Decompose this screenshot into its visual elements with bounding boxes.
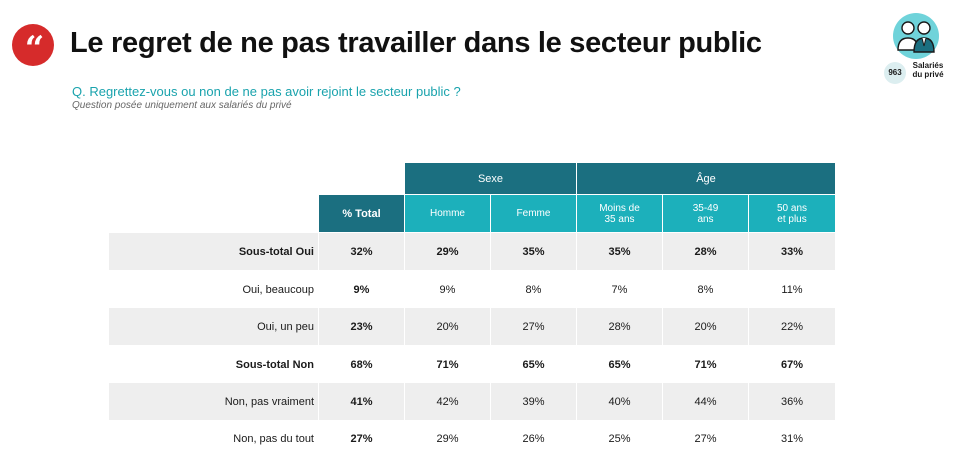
cell-age-35-49: 44% [694, 395, 717, 408]
sample-box: 963 Salariés du privé [884, 12, 946, 84]
row-label: Sous-total Oui [238, 245, 314, 258]
col-header-age-50plus: 50 ans et plus [749, 195, 835, 232]
cell-homme: 29% [436, 245, 459, 258]
col-header-femme: Femme [491, 195, 576, 232]
sample-count: 963 [884, 62, 906, 84]
cell-age-under35: 7% [611, 283, 628, 296]
cell-age-35-49: 8% [697, 283, 714, 296]
cell-age-35-49: 28% [694, 245, 717, 258]
quote-badge: “ [12, 24, 54, 69]
cell-total: 68% [350, 358, 373, 371]
col-header-total: % Total [319, 195, 404, 232]
cell-homme: 20% [436, 320, 459, 333]
cell-age-under35: 65% [608, 358, 631, 371]
col-header-age-35-49: 35-49 ans [663, 195, 748, 232]
column-divider [576, 163, 577, 463]
cell-total: 32% [350, 245, 373, 258]
cell-homme: 42% [436, 395, 459, 408]
cell-age-50plus: 22% [780, 320, 804, 333]
group-header-age: Âge [577, 163, 835, 194]
column-divider [318, 233, 319, 463]
cell-femme: 65% [522, 358, 545, 371]
row-label: Non, pas vraiment [224, 395, 314, 408]
cell-total: 27% [350, 432, 373, 445]
cell-femme: 39% [522, 395, 545, 408]
cell-age-50plus: 36% [780, 395, 804, 408]
sample-label: Salariés du privé [912, 61, 944, 79]
cell-age-50plus: 31% [780, 432, 804, 445]
row-shade [109, 383, 835, 420]
col-header-age-under35: Moins de 35 ans [577, 195, 662, 232]
cell-homme: 29% [436, 432, 459, 445]
column-divider [662, 195, 663, 463]
col-header-homme: Homme [405, 195, 490, 232]
row-label: Oui, un peu [257, 320, 314, 333]
cell-age-35-49: 71% [694, 358, 717, 371]
column-divider [748, 195, 749, 463]
cell-age-under35: 40% [608, 395, 631, 408]
cell-age-35-49: 27% [694, 432, 717, 445]
page-title: Le regret de ne pas travailler dans le s… [70, 27, 762, 59]
row-label: Oui, beaucoup [242, 283, 314, 296]
cell-total: 23% [350, 320, 373, 333]
cell-age-50plus: 67% [780, 358, 804, 371]
cell-age-50plus: 11% [781, 283, 803, 296]
column-divider [404, 163, 405, 463]
cell-total: 41% [350, 395, 373, 408]
group-header-sexe: Sexe [405, 163, 576, 194]
question-text: Q. Regrettez-vous ou non de ne pas avoir… [72, 84, 461, 99]
cell-total: 9% [353, 283, 370, 296]
question-note: Question posée uniquement aux salariés d… [72, 100, 292, 111]
cell-age-under35: 25% [608, 432, 631, 445]
row-label: Sous-total Non [235, 358, 314, 371]
cell-femme: 26% [522, 432, 545, 445]
cell-age-under35: 28% [608, 320, 631, 333]
cell-homme: 71% [436, 358, 459, 371]
cell-age-35-49: 20% [694, 320, 717, 333]
cell-femme: 35% [522, 245, 545, 258]
row-shade [109, 233, 835, 270]
row-shade [109, 308, 835, 345]
cell-age-50plus: 33% [780, 245, 804, 258]
column-divider [490, 195, 491, 463]
cell-femme: 27% [522, 320, 545, 333]
row-label: Non, pas du tout [233, 432, 314, 445]
cell-femme: 8% [525, 283, 542, 296]
people-icon [893, 13, 939, 59]
cell-age-under35: 35% [608, 245, 631, 258]
cell-homme: 9% [439, 283, 456, 296]
quote-icon: “ [24, 29, 44, 69]
